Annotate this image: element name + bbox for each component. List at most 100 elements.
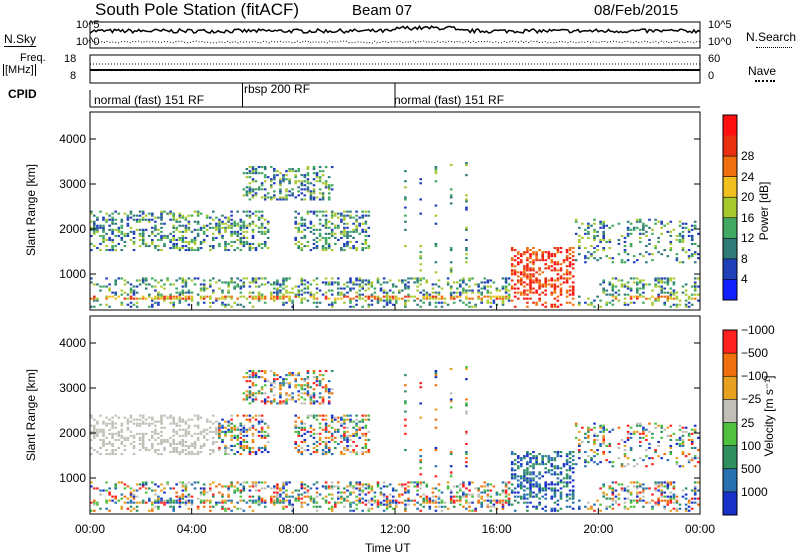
velocity-cell (553, 493, 557, 496)
velocity-cell (181, 493, 185, 496)
velocity-cell (645, 465, 648, 468)
velocity-cell (556, 453, 560, 456)
power-cell (532, 301, 535, 304)
velocity-cell (257, 430, 261, 433)
velocity-cell (315, 481, 319, 484)
power-cell (471, 305, 474, 308)
velocity-cell (163, 440, 166, 443)
velocity-cell (370, 499, 374, 502)
velocity-cell (227, 453, 230, 456)
velocity-cell (117, 438, 121, 441)
power-cell (669, 287, 673, 290)
velocity-cell (602, 493, 605, 496)
power-cell (251, 168, 255, 171)
velocity-cell (181, 451, 185, 454)
velocity-cell (346, 426, 349, 429)
velocity-cell (227, 489, 230, 492)
velocity-cell (172, 418, 175, 421)
velocity-cell (340, 434, 343, 437)
power-cell (486, 279, 490, 282)
velocity-cell (660, 483, 663, 486)
power-cell (419, 251, 422, 254)
velocity-cell (391, 501, 395, 504)
power-cell (318, 218, 322, 221)
power-cell (465, 249, 468, 252)
velocity-cell (251, 481, 255, 484)
velocity-cell (614, 481, 618, 484)
power-cell (690, 297, 694, 300)
power-cell (602, 291, 605, 294)
power-cell (312, 190, 316, 193)
velocity-cell (227, 499, 230, 502)
velocity-cell (510, 477, 514, 480)
velocity-cell (574, 424, 578, 427)
power-cell (144, 283, 148, 286)
power-cell (523, 297, 526, 300)
power-cell (602, 224, 605, 227)
velocity-cell (126, 426, 130, 429)
velocity-cell (257, 420, 261, 423)
velocity-cell (684, 487, 688, 490)
velocity-cell (163, 426, 166, 429)
power-cell (138, 220, 142, 223)
velocity-cell (309, 414, 313, 417)
power-cell (568, 265, 572, 268)
velocity-cell (565, 505, 569, 508)
velocity-cell (282, 384, 285, 387)
power-cell (239, 226, 243, 229)
velocity-cell (611, 493, 615, 496)
power-cell (227, 220, 230, 223)
power-cell (596, 245, 599, 248)
power-cell (132, 232, 136, 235)
power-cell (279, 172, 282, 175)
velocity-cell (196, 418, 200, 421)
velocity-cell (349, 434, 352, 437)
velocity-cell (449, 406, 453, 409)
power-cell (175, 238, 178, 241)
velocity-cell (693, 455, 697, 458)
power-cell (526, 301, 529, 304)
power-cell (157, 293, 160, 296)
velocity-cell (236, 414, 239, 417)
velocity-cell (654, 487, 657, 490)
power-cell (465, 198, 468, 201)
power-cell (428, 301, 432, 304)
velocity-cell (434, 465, 438, 468)
velocity-cell (398, 501, 401, 504)
velocity-cell (251, 394, 255, 397)
velocity-cell (157, 505, 160, 508)
power-cell (209, 295, 212, 298)
power-cell (330, 289, 334, 292)
power-cell (218, 297, 221, 300)
power-cell (303, 228, 307, 231)
velocity-cell (538, 463, 541, 466)
power-cell (343, 218, 346, 221)
power-cell (120, 236, 124, 239)
power-cell (181, 224, 185, 227)
velocity-cell (212, 414, 215, 417)
velocity-cell (324, 440, 328, 443)
velocity-cell (251, 495, 255, 498)
power-cell (321, 245, 325, 248)
power-cell (352, 247, 355, 250)
velocity-cell (263, 392, 267, 395)
power-cell (446, 277, 450, 280)
power-cell (184, 283, 188, 286)
power-cell (599, 222, 602, 225)
power-cell (657, 236, 660, 239)
power-cell (257, 291, 261, 294)
power-cell (93, 295, 96, 298)
velocity-cell (367, 449, 371, 452)
velocity-cell (306, 392, 310, 395)
power-cell (510, 273, 514, 276)
power-cell (285, 291, 288, 294)
power-cell (239, 287, 243, 290)
velocity-cell (312, 505, 316, 508)
power-cell (446, 283, 450, 286)
velocity-cell (163, 414, 166, 417)
power-cell (639, 281, 642, 284)
velocity-cell (282, 483, 285, 486)
power-cell (257, 299, 261, 302)
power-cell (535, 251, 538, 254)
velocity-cell (184, 499, 188, 502)
